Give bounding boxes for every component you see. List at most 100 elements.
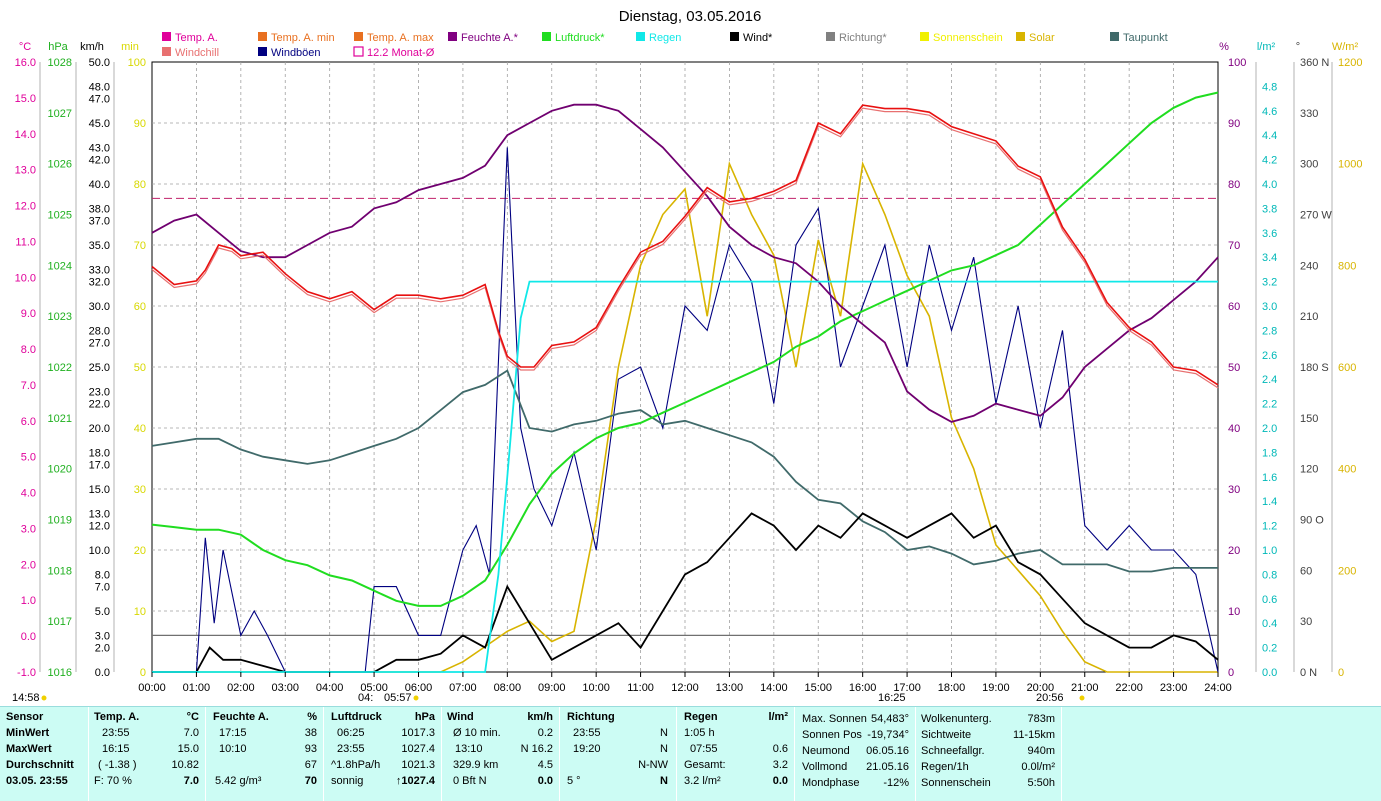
regen-r3-val: 3.2 xyxy=(772,759,788,771)
solar-tick: 1000 xyxy=(1338,159,1362,171)
rain-tick: 0.6 xyxy=(1262,594,1277,606)
richtung-header: Richtung xyxy=(567,711,615,723)
feuchte-min-val: 38 xyxy=(304,727,317,739)
series-taupunkt-line xyxy=(151,369,1218,573)
pct-tick: 80 xyxy=(1228,179,1240,191)
regen-r3-label: Gesamt: xyxy=(684,759,726,771)
temp-tick: 15.0 xyxy=(15,93,36,105)
min-tick: 40 xyxy=(134,423,146,435)
series-feuchte-a-line xyxy=(151,103,1219,423)
hpa-tick: 1024 xyxy=(48,260,72,272)
legend-swatch xyxy=(920,32,929,41)
rain-tick: 2.4 xyxy=(1262,374,1277,386)
luftdruck-header: Luftdruck xyxy=(331,711,382,723)
regen-header: Regen xyxy=(684,711,718,723)
feuchte-unit: % xyxy=(307,711,317,723)
feuchte-max-val: 93 xyxy=(304,743,317,755)
legend-label: 12.2 Monat-Ø xyxy=(367,47,435,59)
misc-label-3: Regen/1h xyxy=(921,761,969,773)
hpa-tick: 1026 xyxy=(48,159,72,171)
hpa-tick: 1027 xyxy=(48,108,72,120)
sunset-label: 20:56 xyxy=(1036,692,1064,704)
dir-tick: 240 xyxy=(1300,260,1318,272)
frost-marker-icon xyxy=(41,695,47,701)
min-tick: 60 xyxy=(134,301,146,313)
feuchte-cur-extra: 5.42 g/m³ xyxy=(215,775,262,787)
series-luftdruck-line xyxy=(151,91,1219,607)
axis-unit: W/m² xyxy=(1332,41,1359,53)
solar-tick: 600 xyxy=(1338,362,1356,374)
sonne-label-0: Max. Sonnen xyxy=(802,713,867,725)
kmh-tick: 17.0 xyxy=(89,460,110,472)
legend-swatch xyxy=(258,32,267,41)
x-tick-label: 24:00 xyxy=(1204,682,1232,694)
feuchte-min-time: 17:15 xyxy=(219,727,247,739)
x-tick-label: 01:00 xyxy=(183,682,211,694)
min-tick: 70 xyxy=(134,240,146,252)
kmh-tick: 40.0 xyxy=(89,179,110,191)
x-tick-label: 17:00 xyxy=(893,682,921,694)
misc-val-2: 940m xyxy=(1027,745,1055,757)
rain-tick: 0.8 xyxy=(1262,569,1277,581)
kmh-tick: 12.0 xyxy=(89,521,110,533)
rain-tick: 2.2 xyxy=(1262,399,1277,411)
kmh-tick: 3.0 xyxy=(95,630,110,642)
rain-tick: 1.0 xyxy=(1262,545,1277,557)
temp-cur-val: 7.0 xyxy=(183,775,199,787)
sonne-label-3: Vollmond xyxy=(802,761,848,773)
misc-val-0: 783m xyxy=(1027,713,1055,725)
sunrise-label-b: 05:57 xyxy=(384,692,412,704)
dir-tick: 330 xyxy=(1300,108,1318,120)
dir-tick: 90 O xyxy=(1300,515,1324,527)
event-markers: 14:58 04: 05:57 16:25 20:56 xyxy=(12,692,1085,704)
hpa-tick: 1016 xyxy=(48,667,72,679)
wind-r2-time: 13:10 xyxy=(455,743,483,755)
legend-swatch xyxy=(448,32,457,41)
dir-tick: 300 xyxy=(1300,159,1318,171)
sonne-val-1: -19,734° xyxy=(867,729,909,741)
rain-tick: 1.4 xyxy=(1262,496,1277,508)
luftdruck-avg-extra: ^1.8hPa/h xyxy=(331,759,381,771)
legend-swatch xyxy=(826,32,835,41)
misc-label-2: Schneefallgr. xyxy=(921,745,985,757)
axis-unit: °C xyxy=(19,41,31,53)
kmh-tick: 0.0 xyxy=(95,667,110,679)
sonne-val-2: 06.05.16 xyxy=(866,745,909,757)
x-tick-label: 12:00 xyxy=(671,682,699,694)
legend-swatch xyxy=(354,32,363,41)
regen-r4-val: 0.0 xyxy=(772,775,788,787)
dir-tick: 270 W xyxy=(1300,210,1332,222)
sensor-row-avg: Durchschnitt xyxy=(6,759,74,771)
dir-tick: 360 N xyxy=(1300,57,1329,69)
x-tick-label: 11:00 xyxy=(627,682,654,694)
legend-label: Windchill xyxy=(175,47,219,59)
rain-tick: 2.0 xyxy=(1262,423,1277,435)
chart-series xyxy=(151,91,1219,673)
rain-tick: 3.4 xyxy=(1262,252,1277,264)
hpa-tick: 1020 xyxy=(48,464,72,476)
legend-label: Temp. A. min xyxy=(271,32,335,44)
pct-tick: 60 xyxy=(1228,301,1240,313)
kmh-tick: 13.0 xyxy=(89,508,110,520)
rain-tick: 1.8 xyxy=(1262,447,1277,459)
misc-val-3: 0.0l/m² xyxy=(1021,761,1055,773)
regen-unit: l/m² xyxy=(768,711,788,723)
x-tick-label: 18:00 xyxy=(938,682,966,694)
kmh-tick: 28.0 xyxy=(89,325,110,337)
info-panel: Sensor MinWert MaxWert Durchschnitt 03.0… xyxy=(0,706,1381,801)
pct-tick: 20 xyxy=(1228,545,1240,557)
min-tick: 80 xyxy=(134,179,146,191)
legend-swatch xyxy=(730,32,739,41)
x-tick-label: 00:00 xyxy=(138,682,166,694)
x-tick-label: 03:00 xyxy=(271,682,299,694)
series-solar-line xyxy=(152,160,1218,673)
temp-max-time: 16:15 xyxy=(102,743,130,755)
legend-label: Temp. A. max xyxy=(367,32,434,44)
sensor-row-now: 03.05. 23:55 xyxy=(6,775,68,787)
sunrise-marker-icon xyxy=(413,695,419,701)
legend-swatch xyxy=(353,46,364,57)
kmh-tick: 2.0 xyxy=(95,643,110,655)
temp-tick: -1.0 xyxy=(17,667,36,679)
feuchte-header: Feuchte A. xyxy=(213,711,269,723)
temp-tick: 8.0 xyxy=(21,344,36,356)
